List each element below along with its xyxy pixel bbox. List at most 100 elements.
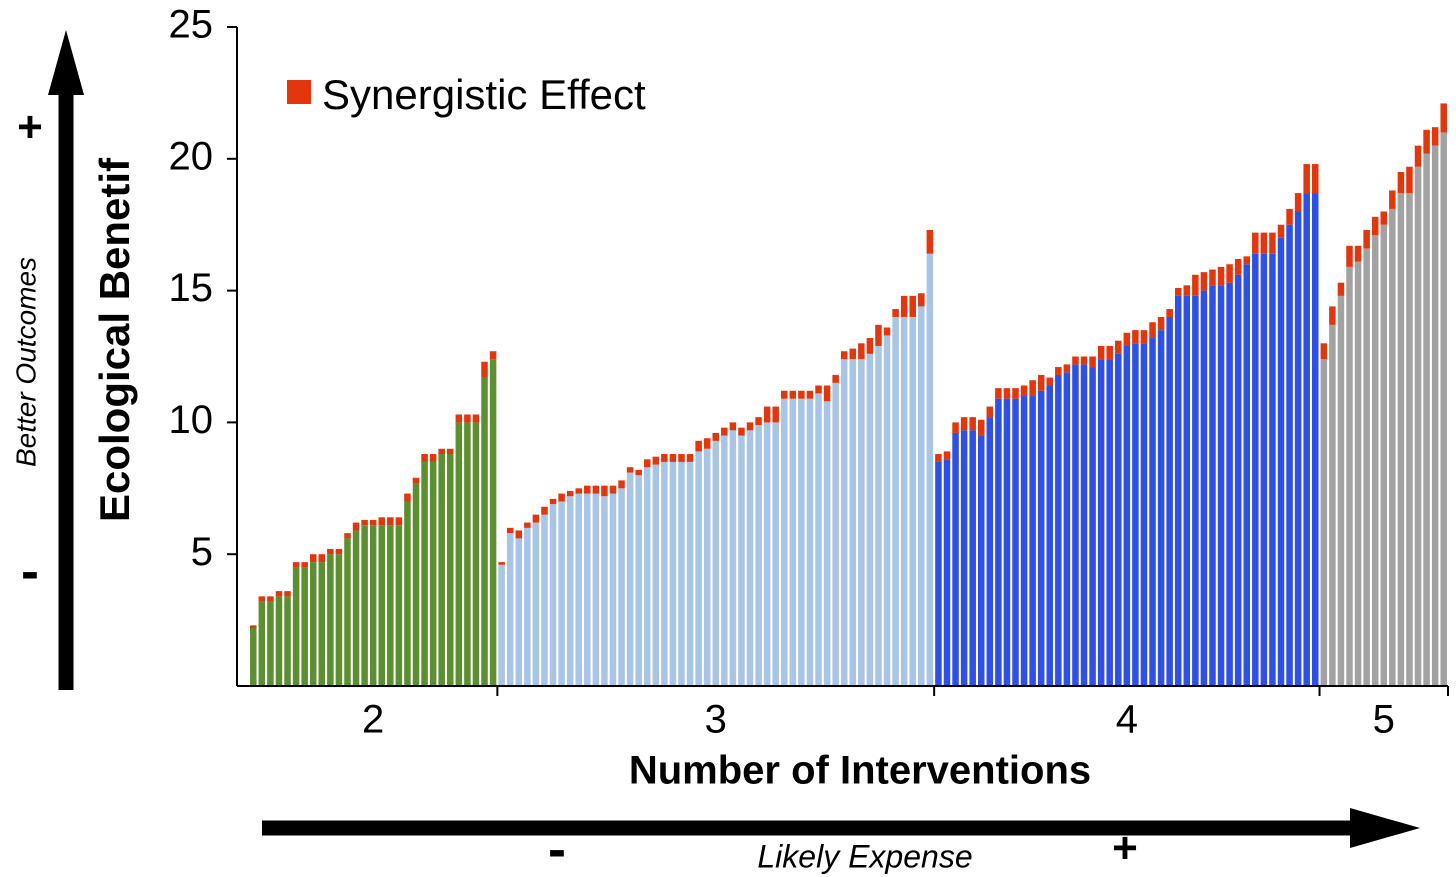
bar — [284, 596, 291, 686]
bar — [361, 525, 368, 686]
synergy-bar — [969, 417, 976, 431]
synergy-bar — [1089, 356, 1096, 368]
synergy-bar — [1380, 211, 1388, 225]
bar — [849, 359, 857, 686]
bar — [455, 422, 463, 686]
bar — [1363, 248, 1370, 686]
synergy-bar — [1406, 166, 1413, 194]
y-tick-label: 20 — [169, 134, 214, 178]
bar — [823, 401, 831, 686]
bar — [292, 567, 300, 686]
bar — [618, 488, 625, 686]
bar — [1371, 235, 1379, 686]
synergy-bar — [549, 498, 557, 505]
bar — [1346, 266, 1353, 686]
synergy-bar — [1320, 343, 1328, 360]
synergy-bar — [986, 406, 994, 418]
synergy-bar — [661, 454, 668, 462]
synergy-bar — [1294, 193, 1302, 212]
bar — [661, 461, 668, 686]
bar — [1243, 264, 1250, 686]
synergy-bar — [609, 485, 617, 494]
synergy-bar — [909, 295, 916, 317]
synergy-bar — [643, 459, 651, 468]
bar — [1063, 372, 1071, 686]
synergy-bar — [1055, 367, 1062, 375]
synergy-bar — [421, 454, 428, 462]
synergy-bar — [1389, 190, 1396, 209]
bar — [712, 440, 720, 686]
synergy-bar — [1363, 229, 1370, 249]
synergy-bar — [455, 414, 463, 423]
bar — [575, 493, 582, 686]
synergy-bar — [1080, 356, 1088, 365]
bar — [421, 461, 428, 686]
synergy-bar — [541, 506, 548, 515]
bar — [1192, 295, 1199, 686]
synergy-bar — [746, 422, 754, 431]
synergy-bar — [489, 351, 497, 360]
y-tick-label: 15 — [169, 266, 214, 310]
synergy-bar — [1243, 256, 1250, 265]
synergy-bar — [755, 417, 762, 426]
bar — [566, 496, 574, 686]
synergy-bar — [301, 562, 308, 568]
bar — [721, 435, 728, 686]
x-tick-label: 3 — [705, 698, 727, 742]
bar — [584, 493, 591, 686]
synergy-bar — [344, 533, 351, 539]
legend-swatch — [287, 80, 311, 104]
synergy-bar — [352, 522, 360, 531]
synergy-bar — [1003, 388, 1011, 399]
bar — [335, 554, 343, 686]
synergy-bar — [926, 229, 934, 254]
synergy-bar — [892, 309, 899, 317]
bar — [935, 461, 942, 686]
synergy-bar — [464, 414, 471, 423]
synergy-bar — [601, 485, 608, 497]
bar — [900, 316, 908, 686]
synergy-bar — [1371, 216, 1379, 236]
synergy-bar — [798, 390, 805, 399]
synergy-bar — [292, 562, 300, 568]
synergy-bar — [1012, 388, 1019, 399]
bar — [1003, 398, 1011, 686]
synergy-bar — [318, 554, 326, 563]
synergy-bar — [858, 343, 865, 360]
bar — [789, 398, 797, 686]
synergy-bar — [1157, 316, 1165, 331]
bar — [1183, 295, 1191, 686]
bar — [404, 501, 411, 686]
bar — [1406, 193, 1413, 686]
bar — [943, 459, 951, 686]
bar — [806, 398, 814, 686]
synergy-bar — [1226, 264, 1233, 283]
bar — [763, 422, 771, 686]
bar — [301, 567, 308, 686]
x-axis-title: Number of Interventions — [629, 749, 1091, 793]
bar — [892, 316, 899, 686]
bar — [1089, 367, 1096, 686]
x-tick-label: 4 — [1116, 698, 1138, 742]
legend-label: Synergistic Effect — [322, 71, 646, 118]
bar — [909, 316, 916, 686]
synergy-bar — [652, 456, 660, 465]
synergy-bar — [506, 527, 514, 534]
y-arrow-head — [48, 30, 84, 95]
bar — [840, 359, 848, 686]
synergy-bar — [678, 454, 685, 462]
synergy-bar — [1397, 171, 1405, 194]
synergy-bar — [592, 485, 600, 494]
bar — [635, 475, 642, 686]
synergy-bar — [327, 548, 334, 555]
bar — [549, 504, 557, 686]
bar — [1423, 153, 1430, 686]
bar — [883, 335, 891, 686]
bar — [318, 562, 326, 686]
synergy-bar — [900, 295, 908, 317]
bar — [772, 422, 779, 686]
synergy-bar — [781, 390, 788, 399]
bar — [352, 530, 360, 686]
bar — [369, 525, 377, 686]
synergy-bar — [1140, 330, 1148, 344]
